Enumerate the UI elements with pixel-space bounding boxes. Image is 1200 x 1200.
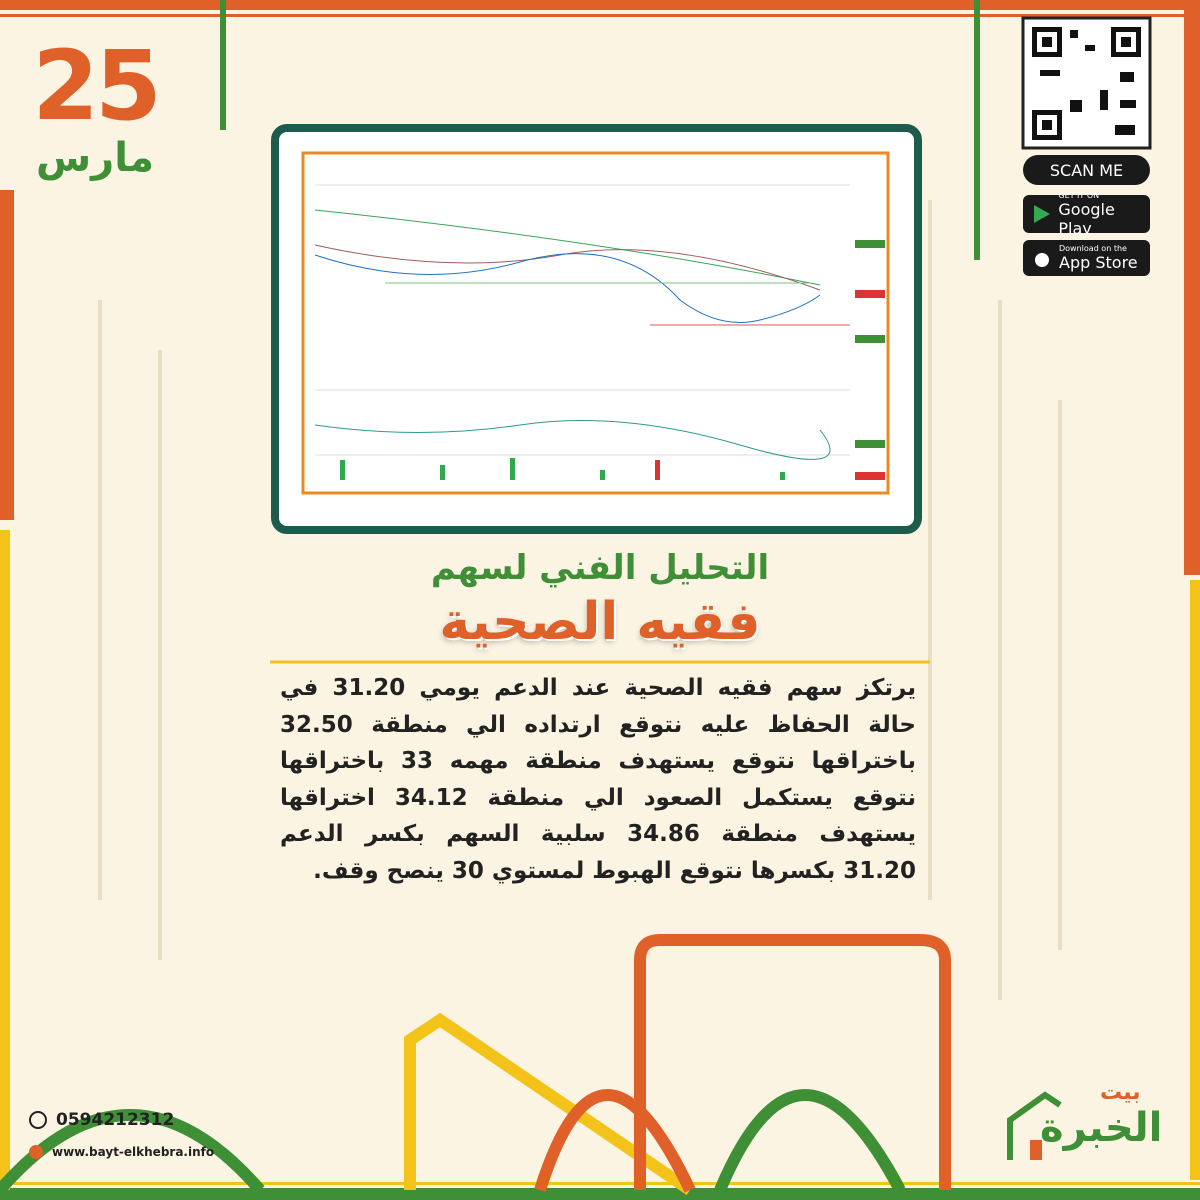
website-url: www.bayt-elkhebra.info [52, 1145, 215, 1159]
text-line: نتوقع يستكمل الصعود الي منطقة 34.12 اختر… [280, 784, 916, 811]
subtitle: التحليل الفني لسهم [430, 548, 770, 588]
date-month: مارس [35, 135, 154, 181]
phone-number: 0594212312 [56, 1110, 175, 1130]
apple-small: Download on the [1059, 244, 1127, 253]
web-icon [29, 1145, 43, 1159]
text-line: 31.20 بكسرها نتوقع الهبوط لمستوي 30 ينصح… [313, 857, 916, 884]
scan-me: SCAN ME [1023, 155, 1150, 185]
phone: 0594212312 [28, 1110, 174, 1130]
scan-label: SCAN ME [1049, 160, 1124, 180]
text-line: باختراقها نتوقع يستهدف منطقة مهمه 33 باخ… [280, 748, 916, 774]
google-label: Google Play [1058, 199, 1115, 238]
google-play-button[interactable]: GET IT ON Google Play [1023, 191, 1150, 238]
text-line: يستهدف منطقة 34.86 سلبية السهم بكسر الدع… [280, 821, 916, 847]
whatsapp-icon [29, 1111, 47, 1129]
date-day: 25 [32, 30, 162, 142]
apple-icon [1035, 253, 1049, 267]
play-icon [1034, 205, 1050, 223]
app-store-button[interactable]: Download on the App Store [1023, 240, 1150, 276]
text-line: يرتكز سهم فقيه الصحية عند الدعم يومي 31.… [280, 675, 916, 701]
logo-main: الخبرة [1040, 1105, 1163, 1151]
apple-label: App Store [1059, 253, 1138, 272]
title: فقيه الصحية [439, 592, 761, 652]
analysis-text: يرتكز سهم فقيه الصحية عند الدعم يومي 31.… [280, 670, 916, 889]
logo-top: بيت [1100, 1080, 1141, 1105]
website: www.bayt-elkhebra.info [28, 1144, 214, 1160]
google-small: GET IT ON [1058, 190, 1100, 200]
text-line: حالة الحفاظ عليه نتوقع ارتداده الي منطقة… [280, 711, 916, 738]
